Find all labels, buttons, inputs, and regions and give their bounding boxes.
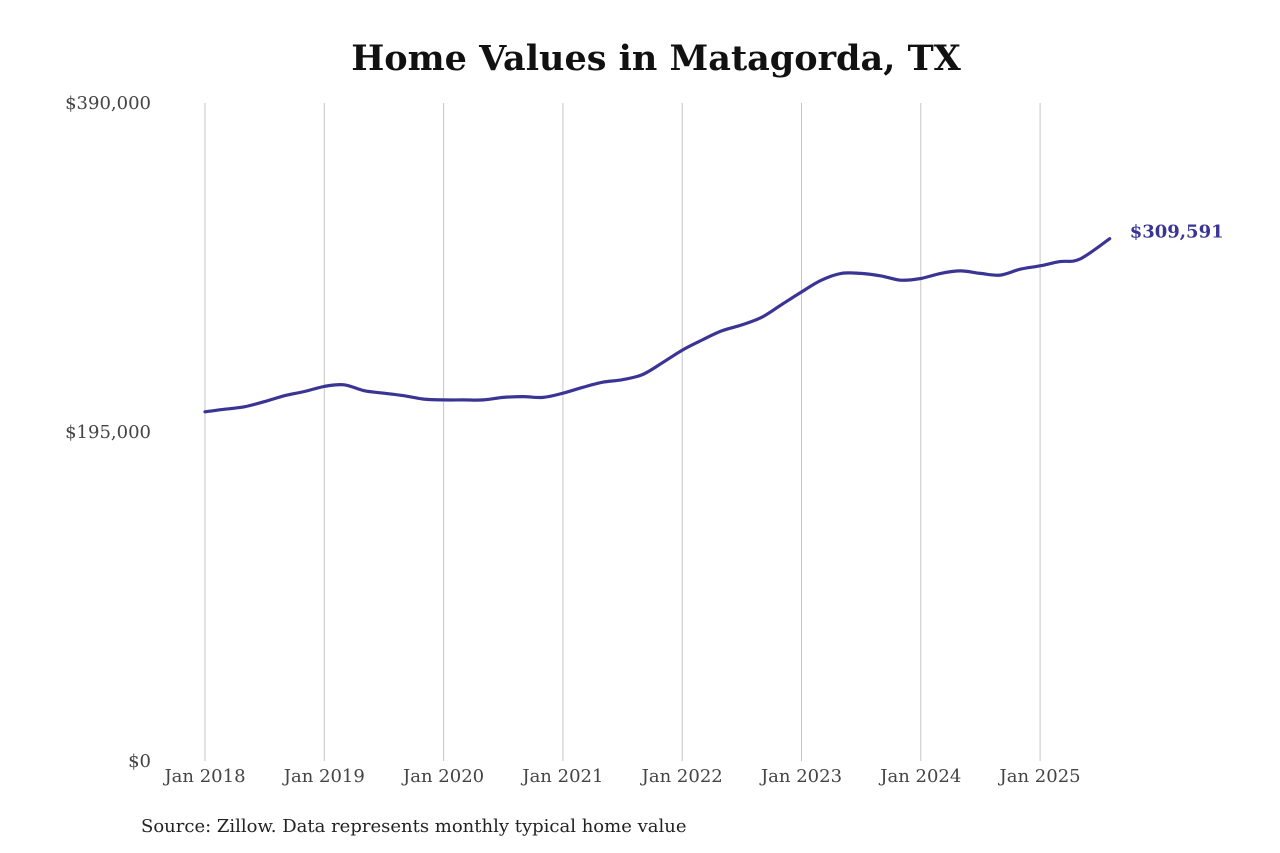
home-value-line [203, 237, 1112, 414]
x-tick-label: Jan 2025 [998, 766, 1081, 787]
source-note: Source: Zillow. Data represents monthly … [141, 816, 687, 837]
y-tick-label: $390,000 [65, 93, 151, 114]
x-tick-label: Jan 2019 [282, 766, 365, 787]
x-tick-label: Jan 2024 [878, 766, 961, 787]
x-tick-label: Jan 2022 [640, 766, 723, 787]
y-tick-label: $195,000 [65, 422, 151, 443]
y-tick-label: $0 [128, 751, 151, 772]
x-tick-label: Jan 2023 [759, 766, 842, 787]
chart-title: Home Values in Matagorda, TX [351, 38, 961, 79]
x-tick-label: Jan 2020 [401, 766, 484, 787]
x-tick-label: Jan 2018 [162, 766, 245, 787]
y-axis-ticks: $390,000 $195,000 $0 [65, 93, 151, 772]
x-axis-ticks: Jan 2018 Jan 2019 Jan 2020 Jan 2021 Jan 2022… [162, 766, 1080, 787]
vertical-gridlines [204, 103, 1041, 761]
end-value-label: $309,591 [1130, 222, 1224, 243]
x-tick-label: Jan 2021 [520, 766, 603, 787]
